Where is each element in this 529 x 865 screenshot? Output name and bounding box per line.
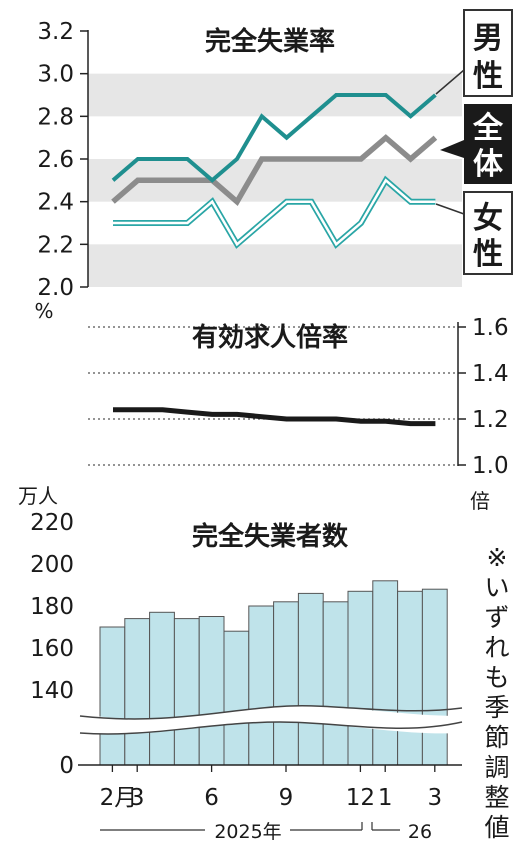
legend: 男 性 全 体 女 性 — [435, 9, 513, 275]
grid-band — [88, 244, 462, 287]
side-note-char: ず — [484, 603, 509, 632]
y-tick-label: 2.6 — [37, 147, 74, 173]
y-tick-label: 140 — [30, 678, 74, 704]
legend-box-total — [464, 104, 512, 184]
y-tick-label: 220 — [30, 510, 74, 536]
bar — [397, 590, 423, 720]
y-axis-unit-times: 倍 — [470, 489, 490, 513]
year-label-2026: 26 — [408, 821, 432, 843]
side-note-char: ※ — [487, 543, 508, 572]
series-lines — [111, 93, 438, 249]
side-note-char: い — [484, 573, 509, 602]
legend-pointer-total — [440, 140, 464, 158]
x-tick-label: 6 — [204, 785, 219, 811]
legend-total-char-2: 体 — [473, 147, 504, 182]
unemployment-rate-chart: 完全失業率 3.2 3.0 2.8 2.6 2.4 2.2 2.0 % 男 性 全 体 女 … — [34, 9, 513, 323]
y-tick-label: 3.0 — [37, 62, 74, 88]
y-tick-label: 200 — [30, 552, 74, 578]
side-note-char: 値 — [484, 813, 509, 842]
side-note-char: 調 — [484, 753, 509, 782]
x-tick-label: 12 — [346, 785, 375, 811]
y-tick-label: 1.0 — [472, 453, 509, 479]
bar — [149, 611, 175, 720]
y-tick-label: 160 — [30, 636, 74, 662]
year-brackets: 2025年 26 — [100, 821, 432, 843]
legend-leader-male — [435, 69, 465, 95]
y-tick-label: 0 — [59, 753, 74, 779]
series-line-total — [111, 134, 438, 206]
series-line-male — [111, 93, 437, 183]
axis-break-wave — [79, 705, 463, 720]
side-note-char: 整 — [484, 783, 509, 812]
y-tick-label: 1.6 — [472, 315, 509, 341]
chart-title-unemployment-rate: 完全失業率 — [205, 26, 335, 57]
y-tick-label: 2.8 — [37, 104, 74, 130]
y-axis-ticks: 3.2 3.0 2.8 2.6 2.4 2.2 2.0 — [37, 19, 89, 301]
job-openings-ratio-chart: 有効求人倍率 1.6 1.4 1.2 1.0 倍 — [88, 315, 509, 513]
axis-break-wave — [79, 721, 463, 735]
series-line-job-openings-ratio — [113, 407, 436, 427]
legend-total-char-1: 全 — [472, 111, 504, 146]
y-tick-label: 1.2 — [472, 407, 509, 433]
legend-box-male — [463, 9, 513, 97]
y-tick-label: 180 — [30, 594, 74, 620]
y-tick-label: 3.2 — [37, 19, 74, 45]
bar — [421, 588, 448, 720]
grid-bands — [88, 73, 462, 287]
y-axis-unit-percent: % — [34, 299, 53, 323]
bars-upper — [99, 580, 448, 720]
x-tick-label: 1 — [378, 785, 393, 811]
bar — [198, 616, 225, 720]
x-tick-label: 9 — [279, 785, 294, 811]
bar — [322, 601, 349, 720]
x-tick-label: 3 — [427, 785, 442, 811]
side-note-char: 節 — [484, 723, 509, 752]
legend-female-char-2: 性 — [473, 237, 503, 272]
bar — [347, 590, 374, 720]
x-tick-label: 2月 — [100, 785, 138, 811]
series-line-female-inner — [113, 178, 436, 247]
y-axis-ticks: 220 200 180 160 140 0 — [30, 510, 74, 779]
y-axis-unit-10k-persons: 万人 — [18, 484, 58, 508]
year-label-2025: 2025年 — [214, 821, 281, 843]
bar — [124, 618, 151, 720]
y-axis-ticks-right: 1.6 1.4 1.2 1.0 — [458, 315, 509, 479]
y-tick-label: 2.0 — [37, 275, 74, 301]
legend-leader-female — [435, 203, 465, 215]
y-tick-label: 1.4 — [472, 361, 509, 387]
bar — [273, 601, 299, 720]
y-tick-label: 2.4 — [37, 190, 74, 216]
side-note-char: も — [484, 663, 509, 692]
legend-male-char-2: 性 — [473, 59, 503, 94]
side-note-char: れ — [484, 633, 509, 662]
y-tick-label: 2.2 — [37, 232, 74, 258]
chart-title-unemployed-persons: 完全失業者数 — [192, 521, 349, 552]
x-tick-label: 3 — [130, 785, 145, 811]
series-line — [113, 407, 436, 427]
legend-box-female — [463, 191, 513, 275]
legend-male-char-1: 男 — [473, 21, 503, 56]
side-note-char: 季 — [484, 693, 509, 722]
chart-title-job-openings-ratio: 有効求人倍率 — [192, 322, 348, 353]
x-axis-ticks: 2月3 6 9 12 1 3 — [100, 765, 442, 811]
legend-female-char-1: 女 — [473, 201, 503, 236]
